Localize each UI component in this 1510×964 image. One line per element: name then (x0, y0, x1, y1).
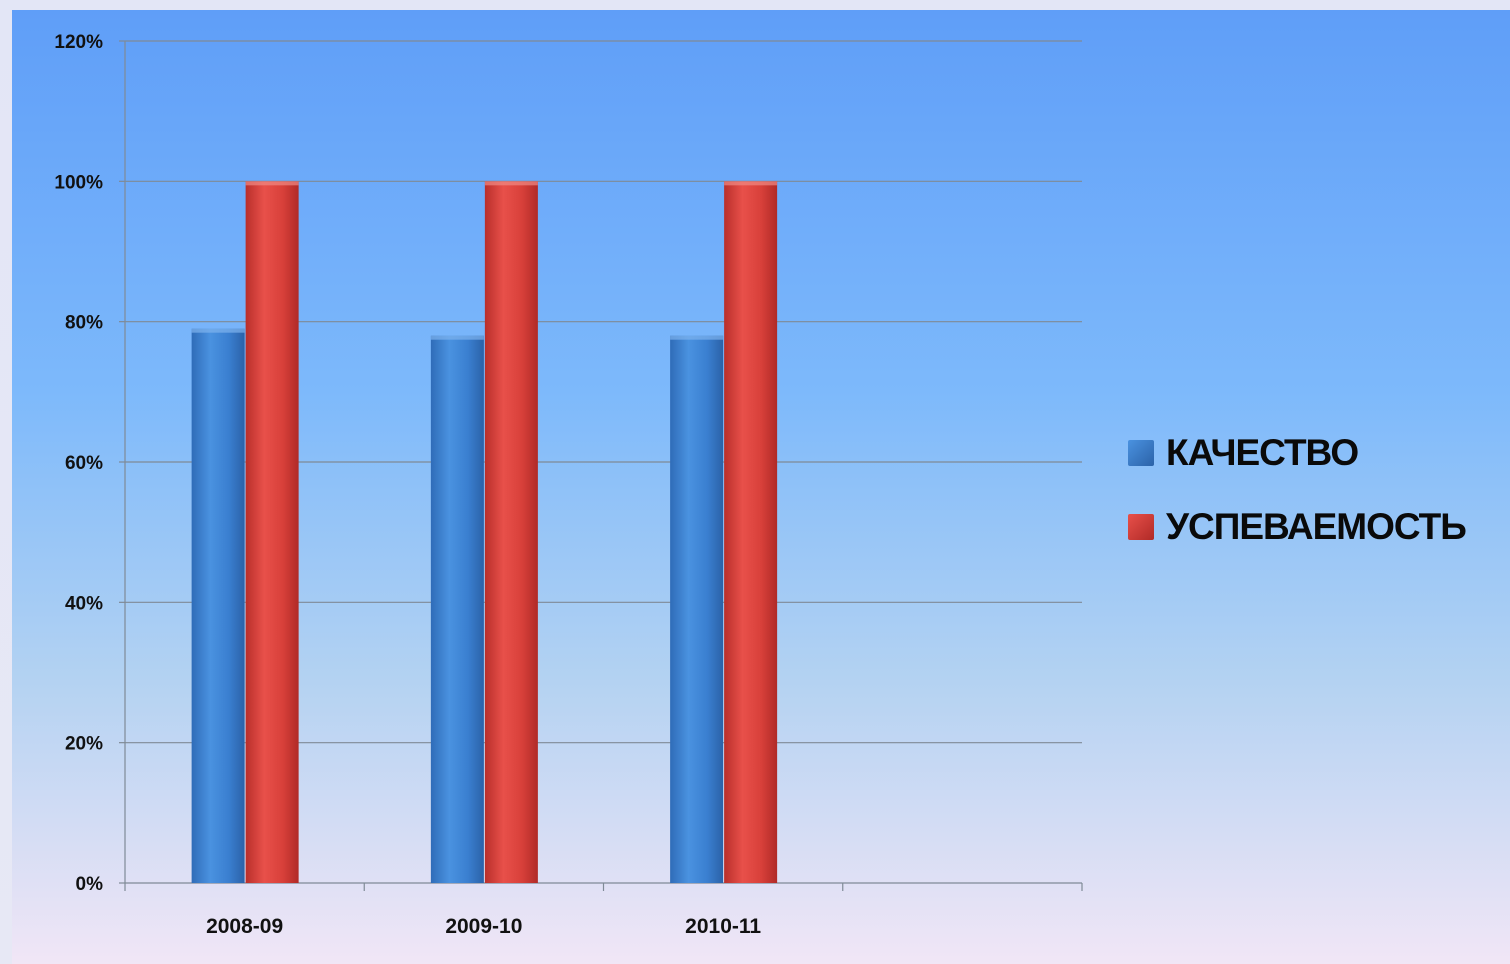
bar-bevel (191, 328, 245, 333)
y-tick-label: 60% (65, 453, 103, 474)
legend-label-series-2: УСПЕВАЕМОСТЬ (1166, 506, 1467, 547)
y-tick-label: 40% (65, 593, 103, 614)
axes (119, 40, 1083, 891)
bar-series-1 (670, 335, 724, 883)
legend-item-series-1: КАЧЕСТВО (1128, 430, 1466, 476)
bar-bevel (484, 181, 538, 186)
tick-labels: 0% 20% 40% 60% 80% 100% 120% 2008-09 2009-10 2010… (54, 32, 761, 938)
legend-label-series-1: КАЧЕСТВО (1166, 432, 1359, 473)
x-tick-label: 2009-10 (445, 915, 522, 938)
bar-series-1 (191, 328, 245, 883)
y-tick-label: 20% (65, 734, 103, 755)
x-tick-label: 2008-09 (206, 915, 283, 938)
y-tick-label: 80% (65, 313, 103, 334)
legend: КАЧЕСТВО УСПЕВАЕМОСТЬ (1128, 430, 1467, 578)
bar-series-2 (245, 181, 299, 884)
bar-series-2 (484, 181, 538, 884)
bar-bevel (670, 335, 724, 340)
y-tick-label: 100% (54, 172, 103, 193)
legend-swatch-series-2 (1128, 514, 1154, 540)
legend-swatch-series-1 (1128, 440, 1154, 466)
bar-bevel (724, 181, 778, 186)
bar-series-1 (430, 335, 484, 883)
bar-bevel (245, 181, 299, 186)
legend-item-series-2: УСПЕВАЕМОСТЬ (1128, 504, 1467, 550)
x-tick-label: 2010-11 (685, 915, 761, 938)
bar-series-2 (724, 181, 778, 884)
y-tick-label: 120% (54, 32, 103, 53)
y-tick-label: 0% (76, 874, 104, 895)
bar-bevel (430, 335, 484, 340)
bars (191, 181, 778, 884)
